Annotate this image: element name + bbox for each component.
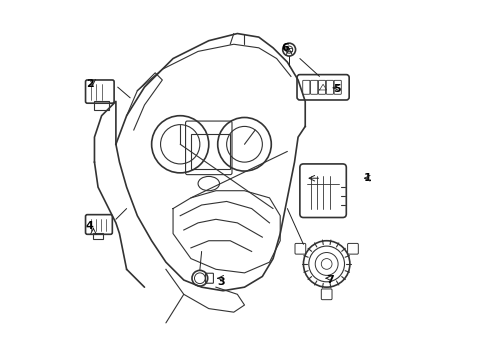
Text: 5: 5 bbox=[333, 84, 341, 94]
Text: 6: 6 bbox=[281, 43, 289, 53]
Text: 2: 2 bbox=[86, 78, 94, 89]
Text: 3: 3 bbox=[217, 277, 224, 287]
Text: 7: 7 bbox=[325, 275, 333, 285]
Text: 4: 4 bbox=[85, 221, 93, 231]
Text: 1: 1 bbox=[363, 173, 371, 183]
